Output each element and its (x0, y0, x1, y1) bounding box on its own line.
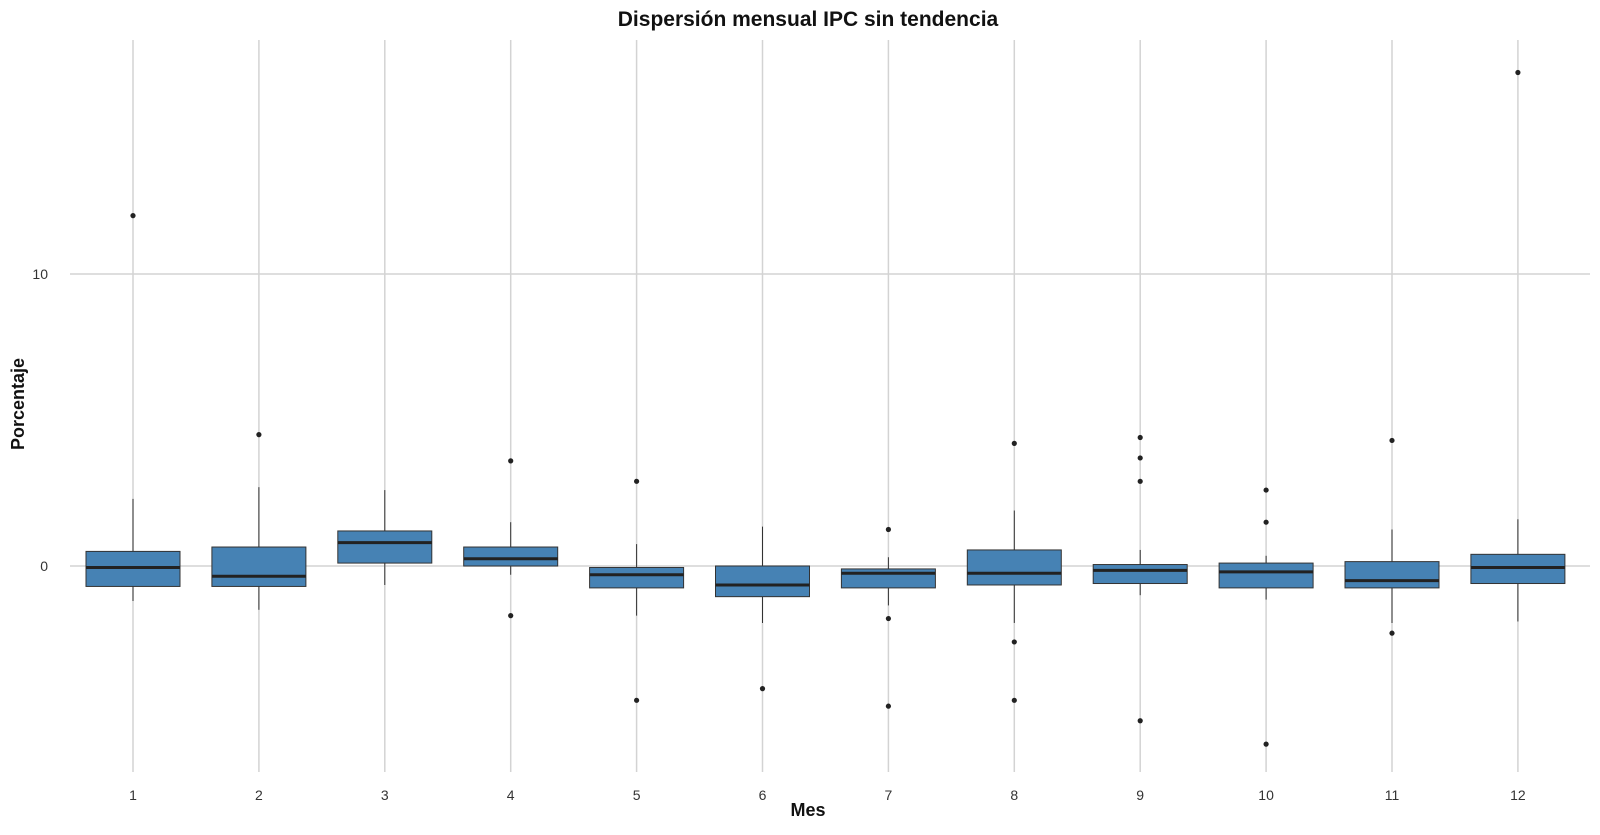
box-month-3 (337, 490, 433, 585)
box-month-7 (840, 526, 936, 709)
box-month-9 (1092, 434, 1188, 724)
x-tick-label: 6 (759, 787, 767, 803)
iqr-box (840, 568, 936, 589)
box-month-11 (1344, 437, 1440, 636)
x-tick-label: 11 (1385, 787, 1400, 803)
iqr-box (463, 546, 559, 567)
x-tick-labels: 1 2 3 4 5 6 7 8 9 10 11 12 (129, 787, 1526, 803)
x-tick-label: 5 (633, 787, 641, 803)
outlier-point (1263, 519, 1269, 525)
outlier-point (256, 432, 262, 438)
iqr-box (1218, 562, 1314, 589)
outlier-point (1389, 630, 1395, 636)
y-tick-label: 10 (32, 266, 48, 282)
outlier-point (1011, 697, 1017, 703)
iqr-box (337, 530, 433, 564)
y-axis-title: Porcentaje (8, 358, 28, 450)
outlier-point (885, 526, 892, 533)
outlier-point (1137, 455, 1143, 461)
x-tick-label: 2 (255, 787, 263, 803)
outlier-point (885, 703, 892, 709)
iqr-box (211, 546, 307, 587)
box-month-4 (463, 458, 559, 619)
y-tick-labels: 0 10 (32, 266, 48, 574)
outlier-point (1137, 434, 1143, 441)
x-tick-label: 10 (1258, 787, 1274, 803)
x-tick-label: 12 (1510, 787, 1526, 803)
x-tick-label: 8 (1010, 787, 1018, 803)
outlier-point (1263, 741, 1269, 747)
outlier-point (508, 613, 514, 619)
outlier-point (1263, 487, 1269, 493)
outlier-point (1515, 69, 1521, 76)
y-tick-label: 0 (40, 558, 48, 574)
outlier-point (759, 686, 766, 692)
x-tick-label: 4 (507, 787, 515, 803)
outlier-point (130, 213, 136, 219)
x-axis-title: Mes (790, 800, 825, 820)
iqr-box (1344, 561, 1440, 589)
boxes (85, 69, 1566, 747)
box-month-12 (1470, 69, 1566, 622)
outlier-point (634, 478, 640, 484)
x-tick-label: 9 (1136, 787, 1144, 803)
x-tick-label: 1 (129, 787, 137, 803)
x-tick-label: 3 (381, 787, 389, 803)
outlier-point (1389, 437, 1395, 444)
iqr-box (1092, 564, 1188, 585)
box-month-5 (589, 478, 685, 703)
x-tick-label: 7 (885, 787, 893, 803)
box-month-8 (966, 440, 1062, 703)
outlier-point (634, 697, 640, 703)
grid (70, 40, 1590, 772)
box-month-10 (1218, 487, 1314, 747)
box-month-2 (211, 432, 307, 610)
iqr-box (589, 566, 685, 589)
outlier-point (508, 458, 514, 464)
iqr-box (715, 565, 810, 598)
iqr-box (966, 549, 1062, 586)
outlier-point (885, 615, 892, 622)
box-month-6 (715, 526, 810, 692)
outlier-point (1011, 440, 1017, 446)
box-month-1 (85, 213, 181, 602)
outlier-point (1137, 718, 1143, 724)
outlier-point (1137, 478, 1143, 484)
outlier-point (1011, 639, 1017, 645)
chart-title: Dispersión mensual IPC sin tendencia (618, 8, 999, 31)
